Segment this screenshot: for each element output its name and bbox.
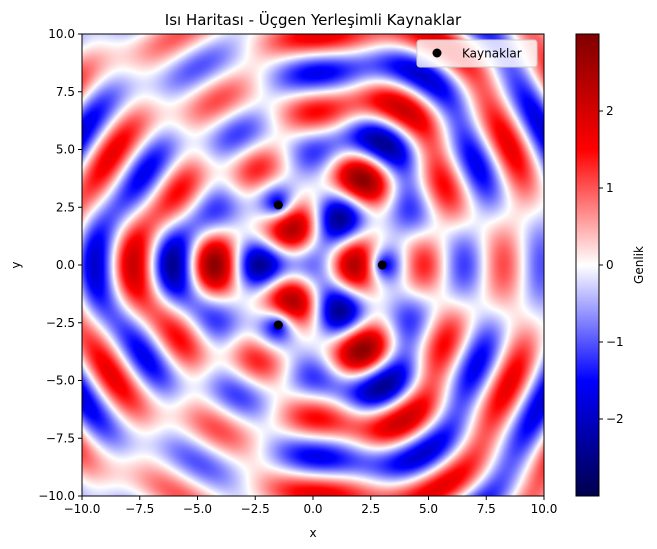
x-tick-label: −2.5 (241, 502, 270, 516)
x-axis-label: x (309, 526, 316, 540)
colorbar-ticks: −2 −1 0 1 2 (599, 104, 624, 426)
source-marker (377, 260, 387, 270)
y-tick-label: −10.0 (38, 489, 75, 503)
colorbar-gradient (575, 33, 600, 497)
y-tick-label: 0.0 (56, 258, 75, 272)
source-markers (273, 200, 387, 330)
legend-label: Kaynaklar (462, 47, 522, 61)
colorbar-tick-label: 0 (606, 258, 614, 272)
y-tick-label: 2.5 (56, 200, 75, 214)
legend-marker (432, 48, 442, 58)
x-tick-label: 0.0 (303, 502, 322, 516)
y-axis-label: y (9, 261, 23, 268)
colorbar-tick-label: −1 (606, 335, 624, 349)
y-tick-label: −7.5 (46, 431, 75, 445)
source-marker (273, 320, 283, 330)
legend: Kaynaklar (416, 39, 538, 68)
colorbar: −2 −1 0 1 2 Genlik (575, 33, 646, 497)
y-tick-label: 7.5 (56, 85, 75, 99)
x-tick-label: 10.0 (531, 502, 558, 516)
heatmap-area (82, 34, 544, 496)
y-tick-label: −5.0 (46, 374, 75, 388)
colorbar-tick-label: 2 (606, 104, 614, 118)
colorbar-label: Genlik (632, 246, 646, 284)
x-tick-label: −7.5 (125, 502, 154, 516)
y-tick-label: 10.0 (48, 27, 75, 41)
x-tick-label: 2.5 (361, 502, 380, 516)
x-tick-label: −5.0 (183, 502, 212, 516)
y-axis-ticks: −10.0 −7.5 −5.0 −2.5 0.0 2.5 5.0 7.5 10.0 (38, 27, 82, 503)
x-tick-label: 5.0 (419, 502, 438, 516)
chart-title: Isı Haritası - Üçgen Yerleşimli Kaynakla… (165, 10, 462, 29)
legend-box (416, 39, 538, 68)
x-axis-ticks: −10.0 −7.5 −5.0 −2.5 0.0 2.5 5.0 7.5 10.0 (64, 496, 558, 516)
colorbar-tick-label: −2 (606, 412, 624, 426)
heatmap-image (82, 34, 544, 496)
y-tick-label: −2.5 (46, 316, 75, 330)
x-tick-label: 7.5 (477, 502, 496, 516)
y-tick-label: 5.0 (56, 143, 75, 157)
colorbar-tick-label: 1 (606, 181, 614, 195)
x-tick-label: −10.0 (64, 502, 101, 516)
source-marker (273, 200, 283, 210)
